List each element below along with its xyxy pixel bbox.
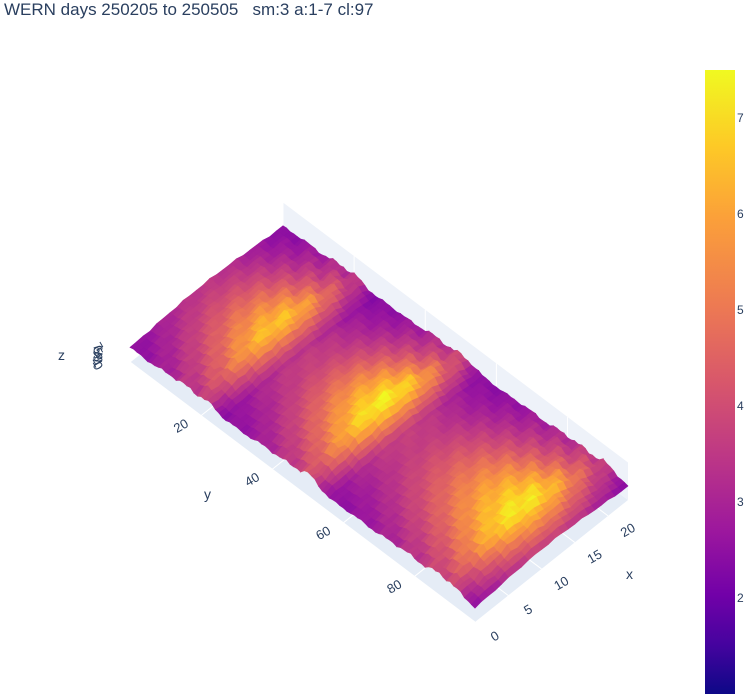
grid-line-x: [129, 361, 476, 623]
colorbar-tick-label: 4: [737, 399, 744, 413]
colorbar-tick-label: 3: [737, 495, 744, 509]
chart-title: WERN days 250205 to 250505 sm:3 a:1-7 cl…: [4, 0, 374, 19]
y-axis-label: y: [204, 486, 211, 502]
surface-mesh: [129, 225, 629, 609]
y-axis-ticks: 20 40 60 80: [171, 416, 404, 597]
surface-cell: [470, 596, 483, 609]
x-tick-label: 5: [521, 601, 535, 618]
x-axis-label: x: [626, 566, 633, 582]
colorbar-tick-label: 2: [737, 591, 744, 605]
x-tick-label: 0: [488, 628, 502, 645]
z-axis-label: z: [58, 347, 65, 363]
x-tick-label: 10: [551, 573, 571, 593]
x-axis-ticks: 0 5 10 15 20: [488, 520, 638, 645]
colorbar-tick-label: 5: [737, 303, 744, 317]
colorbar-tick-label: 7: [737, 111, 744, 125]
y-tick-label: 60: [313, 523, 333, 543]
x-tick-label: 20: [618, 520, 638, 540]
y-tick-label: 80: [384, 576, 404, 596]
x-tick-label: 15: [585, 546, 605, 566]
y-tick-label: 40: [242, 469, 262, 489]
colorbar-tick-label: 6: [737, 207, 744, 221]
y-tick-label: 20: [171, 416, 191, 436]
colorbar: [705, 70, 735, 694]
